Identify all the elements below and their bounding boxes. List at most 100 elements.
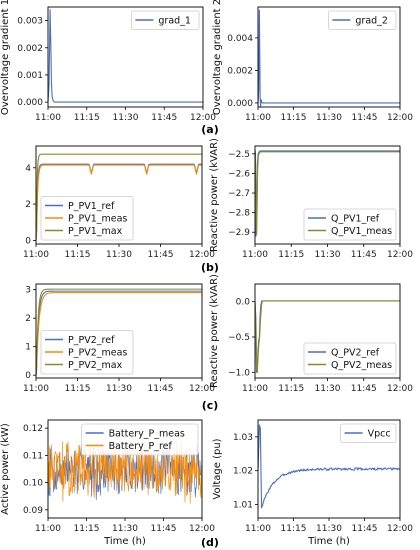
y-tick-label: 3: [25, 286, 31, 296]
legend: grad_2: [327, 10, 397, 30]
y-tick-label: 0.11: [23, 451, 43, 461]
series-line-P_PV1_ref: [36, 163, 202, 241]
y-tick-label: 0.12: [23, 424, 43, 434]
series-line-P_PV1_max: [36, 153, 202, 241]
series-line-P_PV1_meas: [36, 164, 202, 241]
y-tick-label: 0.004: [227, 34, 253, 44]
plot-frame: [35, 283, 203, 379]
legend-entry: P_PV2_ref: [68, 335, 115, 346]
chart-d-right: 11:00 11:15 11:30 11:45 12:00 1.01 1.02 1.03 Vol…: [212, 419, 413, 547]
plot-frame: [47, 6, 204, 108]
y-tick-label: 2: [25, 314, 31, 324]
y-axis-label: Overvoltage gradient 2: [212, 0, 223, 115]
series-line-P_PV2_max: [36, 288, 202, 376]
x-tick-label: 11:15: [278, 384, 304, 394]
y-tick-label: 0: [25, 236, 31, 246]
y-tick-label: 1.01: [233, 500, 253, 510]
x-tick-label: 11:30: [113, 113, 139, 123]
x-tick-label: 12:00: [387, 384, 413, 394]
x-tick-label: 11:15: [281, 524, 307, 534]
x-tick-label: 11:30: [315, 384, 341, 394]
legend-box: [303, 208, 397, 241]
y-axis-label: Voltage (pu): [212, 438, 223, 499]
x-tick-label: 11:45: [148, 250, 174, 260]
y-tick-label: 1.03: [233, 433, 253, 443]
plot-frame: [257, 419, 401, 519]
x-tick-label: 11:30: [112, 524, 138, 534]
chart-c-right: 11:00 11:15 11:30 11:45 12:00 −1.0 −0.5 0.0 Reac…: [209, 274, 413, 394]
panel-label-d: (d): [201, 536, 219, 549]
x-tick-label: 11:30: [315, 250, 341, 260]
legend-entry: P_PV2_max: [68, 360, 123, 371]
chart-a-left: 11:00 11:15 11:30 11:45 12:00 0.000 0.001 0.002…: [0, 0, 216, 123]
legend-entry: Q_PV1_ref: [331, 214, 380, 225]
series-line-Q_PV1_meas: [255, 149, 400, 235]
y-tick-label: 0.000: [17, 98, 43, 108]
x-tick-label: 11:15: [281, 113, 307, 123]
x-tick-label: 12:00: [189, 250, 215, 260]
x-tick-label: 11:45: [151, 524, 177, 534]
y-tick-label: 0.0: [236, 298, 251, 308]
y-tick-label: 0.002: [227, 66, 253, 76]
y-tick-label: 0.09: [23, 506, 43, 516]
legend-box: [130, 10, 200, 30]
legend-box: [340, 423, 397, 443]
x-tick-label: 11:00: [35, 113, 61, 123]
x-axis-label: Time (h): [307, 536, 350, 547]
y-axis-label: Overvoltage gradient 1: [0, 0, 11, 115]
series-line-grad_1: [48, 9, 203, 103]
legend-entry: Q_PV2_ref: [331, 348, 380, 359]
x-tick-label: 11:45: [352, 113, 378, 123]
x-tick-label: 11:15: [65, 384, 91, 394]
x-axis-label: Time (h): [103, 536, 146, 547]
y-tick-label: −2.5: [228, 150, 250, 160]
y-tick-label: 0.10: [23, 479, 43, 489]
legend-entry: P_PV1_max: [68, 226, 123, 237]
x-tick-label: 12:00: [189, 524, 215, 534]
x-tick-label: 11:30: [106, 250, 132, 260]
plot-frame: [254, 283, 401, 379]
legend: grad_1: [130, 10, 200, 30]
y-tick-label: 1: [25, 343, 31, 353]
chart-b-right: 11:00 11:15 11:30 11:45 12:00 −2.9 −2.8 −2.7 −2.…: [209, 138, 413, 260]
legend-box: [40, 196, 134, 241]
plot-frame: [35, 145, 203, 245]
series-line-P_PV2_meas: [36, 292, 202, 376]
plot-frame: [254, 145, 401, 245]
legend-entry: Q_PV2_meas: [331, 360, 392, 371]
y-tick-label: −2.7: [228, 189, 250, 199]
series-line-grad_2: [258, 9, 400, 107]
plot-frame: [257, 6, 401, 108]
x-tick-label: 11:15: [74, 524, 100, 534]
panel-label-c: (c): [202, 399, 219, 412]
legend: Vpcc: [340, 423, 397, 443]
y-tick-label: 0.002: [17, 44, 43, 54]
y-tick-label: 0: [25, 371, 31, 381]
y-tick-label: 2: [25, 200, 31, 210]
y-tick-label: −1.0: [228, 368, 250, 378]
x-tick-label: 12:00: [387, 250, 413, 260]
x-tick-label: 11:30: [316, 524, 342, 534]
x-tick-label: 11:45: [148, 384, 174, 394]
x-tick-label: 11:15: [65, 250, 91, 260]
x-tick-label: 11:15: [278, 250, 304, 260]
legend-box: [327, 10, 397, 30]
x-tick-label: 11:30: [106, 384, 132, 394]
series-line-Vpcc: [258, 424, 400, 509]
y-tick-label: 0.000: [227, 99, 253, 109]
y-axis-label: Reactive power (kVAR): [209, 138, 220, 252]
x-tick-label: 11:45: [151, 113, 177, 123]
x-tick-label: 11:15: [74, 113, 100, 123]
legend-box: [81, 423, 199, 456]
x-tick-label: 11:00: [242, 384, 268, 394]
legend-box: [40, 330, 134, 375]
x-tick-label: 12:00: [387, 524, 413, 534]
chart-d-left: 11:00 11:15 11:30 11:45 12:00 0.09 0.10 0.11 0.1…: [0, 419, 215, 547]
y-tick-label: 0.001: [17, 71, 43, 81]
